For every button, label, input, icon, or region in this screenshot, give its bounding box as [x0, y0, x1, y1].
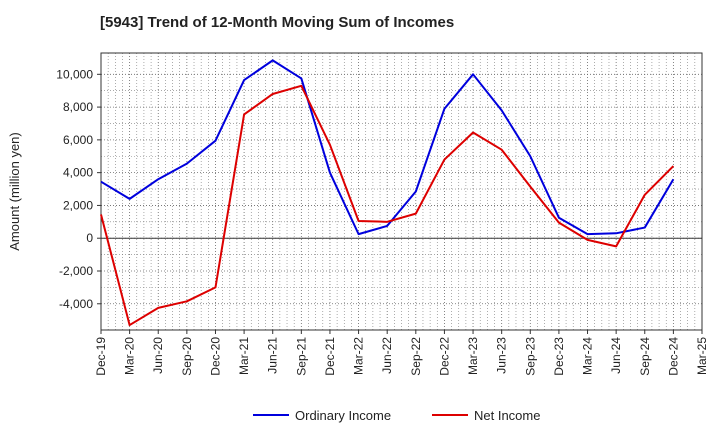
x-axis-ticks: Dec-19 Mar-20 Jun-20 Sep-20 Dec-20 Mar-21 Jun-… — [94, 330, 709, 376]
x-tick-label: Jun-21 — [266, 337, 280, 374]
x-tick-label: Jun-22 — [380, 337, 394, 374]
x-tick-label: Dec-21 — [323, 337, 337, 376]
x-tick-label: Jun-24 — [609, 337, 623, 374]
series-line — [100, 84, 675, 327]
y-tick-label: 2,000 — [63, 198, 93, 212]
x-tick-label: Sep-21 — [294, 337, 308, 376]
x-tick-label: Dec-19 — [94, 337, 108, 376]
x-tick-label: Mar-20 — [123, 337, 137, 375]
y-axis-ticks: -4,000 -2,000 0 2,000 4,000 6,000 8,000 10,000 — [56, 67, 101, 311]
y-tick-label: 0 — [86, 231, 93, 245]
x-tick-label: Mar-21 — [237, 337, 251, 375]
legend: Ordinary Income Net Income — [253, 408, 540, 423]
series-line — [100, 59, 675, 236]
chart-title: [5943] Trend of 12-Month Moving Sum of I… — [100, 14, 455, 31]
x-tick-label: Jun-20 — [151, 337, 165, 374]
x-tick-label: Sep-22 — [409, 337, 423, 376]
x-tick-label: Mar-23 — [466, 337, 480, 375]
x-tick-label: Dec-20 — [208, 337, 222, 376]
plot-area — [100, 52, 703, 331]
x-tick-label: Mar-24 — [581, 337, 595, 375]
x-tick-label: Dec-22 — [437, 337, 451, 376]
y-tick-label: 8,000 — [63, 100, 93, 114]
grid-layer — [100, 53, 703, 330]
x-tick-label: Sep-24 — [638, 337, 652, 376]
y-tick-label: 10,000 — [56, 67, 93, 81]
legend-label: Ordinary Income — [295, 408, 391, 423]
y-tick-label: 4,000 — [63, 166, 93, 180]
x-tick-label: Dec-24 — [666, 337, 680, 376]
y-tick-label: -2,000 — [59, 264, 93, 278]
y-tick-label: 6,000 — [63, 133, 93, 147]
series-layer — [100, 59, 675, 327]
x-tick-label: Jun-23 — [495, 337, 509, 374]
x-tick-label: Dec-23 — [552, 337, 566, 376]
x-tick-label: Sep-20 — [180, 337, 194, 376]
x-tick-label: Sep-23 — [523, 337, 537, 376]
x-tick-label: Mar-25 — [695, 337, 709, 375]
x-tick-label: Mar-22 — [352, 337, 366, 375]
y-axis-label: Amount (million yen) — [7, 132, 22, 251]
y-tick-label: -4,000 — [59, 297, 93, 311]
legend-label: Net Income — [474, 408, 540, 423]
